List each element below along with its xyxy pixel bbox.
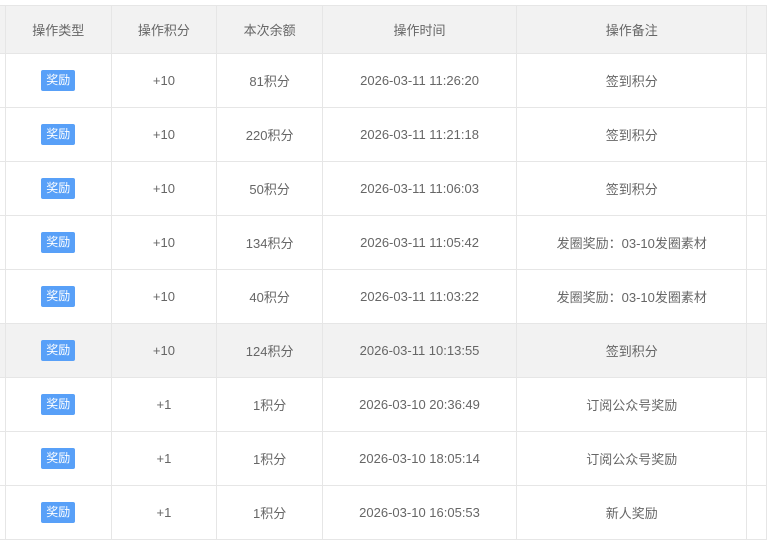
cell-type: 奖励	[4, 53, 112, 108]
cell-balance: 1积分	[216, 377, 323, 432]
type-badge: 奖励	[41, 448, 76, 469]
table-row[interactable]: 奖励 +10 50积分 2026-03-11 11:06:03 签到积分	[0, 161, 767, 216]
cell-points: +10	[110, 107, 218, 162]
cell-points: +10	[110, 323, 218, 378]
table-row[interactable]: 奖励 +1 1积分 2026-03-10 16:05:53 新人奖励	[0, 485, 767, 540]
table-row[interactable]: 奖励 +1 1积分 2026-03-10 20:36:49 订阅公众号奖励	[0, 377, 767, 432]
cell-time: 2026-03-11 11:05:42	[321, 215, 518, 270]
cell-balance: 1积分	[216, 485, 323, 540]
header-note: 操作备注	[516, 5, 748, 54]
cell-note: 发圈奖励：03-10发圈素材	[516, 269, 748, 324]
cell-time: 2026-03-10 18:05:14	[321, 431, 518, 486]
cell-time: 2026-03-11 10:13:55	[321, 323, 518, 378]
type-badge: 奖励	[41, 70, 76, 91]
points-history-table: 操作类型 操作积分 本次余额 操作时间 操作备注 奖励 +10 81积分 202…	[0, 5, 767, 540]
header-cell-partial-right	[746, 5, 767, 54]
cell-partial-right	[746, 269, 767, 324]
cell-type: 奖励	[4, 485, 112, 540]
cell-time: 2026-03-11 11:06:03	[321, 161, 518, 216]
cell-note: 签到积分	[516, 53, 748, 108]
cell-time: 2026-03-10 16:05:53	[321, 485, 518, 540]
cell-type: 奖励	[4, 323, 112, 378]
cell-type: 奖励	[4, 215, 112, 270]
cell-type: 奖励	[4, 377, 112, 432]
cell-points: +10	[110, 215, 218, 270]
cell-balance: 124积分	[216, 323, 323, 378]
cell-points: +1	[110, 485, 218, 540]
cell-partial-right	[746, 377, 767, 432]
cell-time: 2026-03-10 20:36:49	[321, 377, 518, 432]
cell-type: 奖励	[4, 431, 112, 486]
cell-balance: 40积分	[216, 269, 323, 324]
cell-note: 发圈奖励：03-10发圈素材	[516, 215, 748, 270]
header-time: 操作时间	[321, 5, 518, 54]
cell-time: 2026-03-11 11:26:20	[321, 53, 518, 108]
cell-partial-right	[746, 53, 767, 108]
cell-balance: 1积分	[216, 431, 323, 486]
cell-note: 新人奖励	[516, 485, 748, 540]
cell-type: 奖励	[4, 107, 112, 162]
table-row[interactable]: 奖励 +10 220积分 2026-03-11 11:21:18 签到积分	[0, 107, 767, 162]
cell-partial-right	[746, 485, 767, 540]
cell-balance: 220积分	[216, 107, 323, 162]
table-row[interactable]: 奖励 +10 81积分 2026-03-11 11:26:20 签到积分	[0, 53, 767, 108]
type-badge: 奖励	[41, 286, 76, 307]
cell-note: 签到积分	[516, 323, 748, 378]
table-row[interactable]: 奖励 +10 134积分 2026-03-11 11:05:42 发圈奖励：03…	[0, 215, 767, 270]
type-badge: 奖励	[41, 178, 76, 199]
cell-points: +10	[110, 269, 218, 324]
table-row[interactable]: 奖励 +10 124积分 2026-03-11 10:13:55 签到积分	[0, 323, 767, 378]
table-row[interactable]: 奖励 +10 40积分 2026-03-11 11:03:22 发圈奖励：03-…	[0, 269, 767, 324]
type-badge: 奖励	[41, 502, 76, 523]
cell-points: +1	[110, 377, 218, 432]
cell-partial-right	[746, 161, 767, 216]
header-points: 操作积分	[110, 5, 218, 54]
cell-time: 2026-03-11 11:03:22	[321, 269, 518, 324]
type-badge: 奖励	[41, 232, 76, 253]
header-type: 操作类型	[4, 5, 112, 54]
cell-note: 签到积分	[516, 107, 748, 162]
cell-note: 签到积分	[516, 161, 748, 216]
cell-note: 订阅公众号奖励	[516, 377, 748, 432]
cell-points: +10	[110, 161, 218, 216]
cell-balance: 50积分	[216, 161, 323, 216]
cell-partial-right	[746, 107, 767, 162]
cell-partial-right	[746, 215, 767, 270]
header-balance: 本次余额	[216, 5, 323, 54]
cell-balance: 81积分	[216, 53, 323, 108]
cell-time: 2026-03-11 11:21:18	[321, 107, 518, 162]
type-badge: 奖励	[41, 340, 76, 361]
cell-points: +1	[110, 431, 218, 486]
cell-balance: 134积分	[216, 215, 323, 270]
table-row[interactable]: 奖励 +1 1积分 2026-03-10 18:05:14 订阅公众号奖励	[0, 431, 767, 486]
cell-partial-right	[746, 431, 767, 486]
type-badge: 奖励	[41, 124, 76, 145]
cell-points: +10	[110, 53, 218, 108]
type-badge: 奖励	[41, 394, 76, 415]
cell-partial-right	[746, 323, 767, 378]
cell-type: 奖励	[4, 161, 112, 216]
cell-type: 奖励	[4, 269, 112, 324]
cell-note: 订阅公众号奖励	[516, 431, 748, 486]
table-header: 操作类型 操作积分 本次余额 操作时间 操作备注	[0, 5, 767, 54]
